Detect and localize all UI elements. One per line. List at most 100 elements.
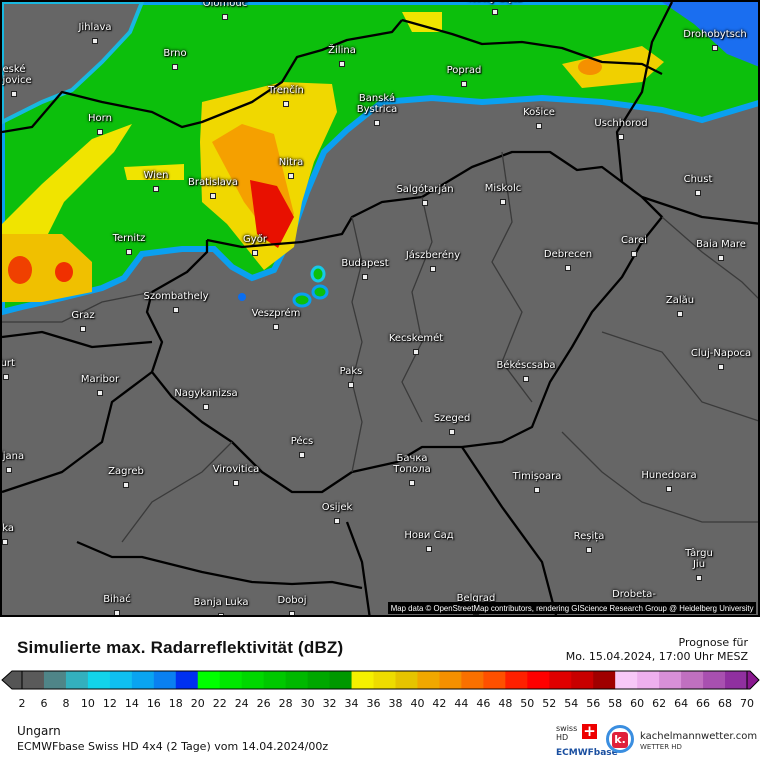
city-label: oljana: [0, 451, 25, 462]
city-label: eskéějovice: [2, 64, 32, 86]
border-slovakia-poland: [401, 18, 663, 76]
radar-map[interactable]: Olomouc Jihlava Brno Žilina Nowy Sącz eskéějo…: [0, 0, 760, 617]
city-square-icon: [233, 480, 239, 486]
city-label: furt: [0, 358, 15, 369]
legend-cell: [483, 671, 506, 689]
city-square-icon: [3, 374, 9, 380]
kachelmann-logo-icon: k.: [606, 725, 634, 753]
legend-cell: [175, 671, 199, 689]
legend-cell: [263, 671, 287, 689]
echo-red-core: [250, 180, 294, 248]
city-square-icon: [718, 364, 724, 370]
legend-cell: [395, 671, 418, 689]
city-label: Бачка Топола: [393, 453, 431, 475]
city-label: Veszprém: [251, 308, 301, 319]
legend-cell: [527, 671, 550, 689]
map-attribution[interactable]: Map data © OpenStreetMap contributors, r…: [387, 602, 756, 614]
city-label: Pécs: [290, 436, 314, 447]
echo-red-sw1: [8, 256, 32, 284]
city-label: Salgótarján: [396, 184, 454, 195]
city-label: Nitra: [278, 157, 304, 168]
echo-gray-topleft: [2, 2, 145, 125]
city-square-icon: [430, 266, 436, 272]
legend-frame: [21, 670, 748, 690]
city-label: eka: [2, 523, 14, 534]
legend-tick-label: 6: [40, 697, 48, 710]
swiss-hd-logo: swiss HD + ECMWFbase: [556, 722, 618, 760]
echo-red-sw2: [55, 262, 73, 282]
city-label: Nowy Sącz: [468, 2, 522, 4]
city-square-icon: [283, 101, 289, 107]
legend-tick-label: 60: [630, 697, 645, 710]
legend-cell: [351, 671, 375, 689]
city-square-icon: [492, 9, 498, 15]
legend-tick-label: 18: [168, 697, 183, 710]
city-label: Žilina: [328, 45, 356, 56]
border-romania-ukraine: [641, 195, 758, 225]
legend-cell: [417, 671, 440, 689]
legend-tick-label: 42: [432, 697, 447, 710]
border-ukraine-slovakia: [615, 2, 674, 183]
border-croatia-bosnia: [76, 540, 363, 590]
legend-tick-label: 38: [388, 697, 403, 710]
legend-tick-label: 34: [344, 697, 359, 710]
city-square-icon: [97, 390, 103, 396]
legend-cell: [43, 671, 67, 689]
legend-tick-label: 46: [476, 697, 491, 710]
legend-tick-label: 2: [18, 697, 26, 710]
echo-blue-topright: [662, 2, 758, 67]
city-square-icon: [6, 467, 12, 473]
city-square-icon: [2, 539, 8, 545]
brand-name[interactable]: kachelmannwetter.com: [640, 731, 758, 742]
city-square-icon: [126, 249, 132, 255]
city-label: Doboj: [277, 595, 307, 606]
city-label: Nagykanizsa: [174, 388, 238, 399]
legend-cell: [461, 671, 484, 689]
city-label: Timișoara: [512, 471, 562, 482]
city-label: Zagreb: [108, 466, 144, 477]
legend-tick-label: 20: [190, 697, 205, 710]
city-square-icon: [218, 613, 224, 615]
city-label: Brno: [163, 48, 187, 59]
city-square-icon: [523, 376, 529, 382]
city-square-icon: [536, 123, 542, 129]
echo-cell-1: [292, 292, 312, 308]
city-label: Košice: [523, 107, 555, 118]
city-square-icon: [153, 186, 159, 192]
city-label: Reșița: [573, 531, 605, 542]
city-square-icon: [413, 349, 419, 355]
chart-title: Simulierte max. Radarreflektivität (dBZ): [17, 638, 344, 657]
legend-cell: [131, 671, 155, 689]
legend-cell: [703, 671, 726, 689]
echo-cell-4: [238, 293, 246, 301]
legend-high-arrow: [746, 670, 760, 690]
legend-cell: [307, 671, 331, 689]
legend-cell: [549, 671, 572, 689]
legend-tick-label: 32: [322, 697, 337, 710]
city-label: Banja Luka: [193, 597, 249, 608]
city-label: Poprad: [446, 65, 482, 76]
legend-cell: [153, 671, 177, 689]
city-label: Szombathely: [143, 291, 209, 302]
swiss-flag-icon: +: [582, 722, 597, 740]
legend-cell: [593, 671, 616, 689]
legend-tick-label: 36: [366, 697, 381, 710]
region-name: Ungarn: [17, 724, 61, 738]
city-square-icon: [273, 324, 279, 330]
legend-low-arrow: [1, 670, 23, 690]
legend-tick-label: 70: [740, 697, 754, 710]
city-square-icon: [210, 193, 216, 199]
city-square-icon: [222, 14, 228, 20]
city-label: Hunedoara: [641, 470, 697, 481]
echo-yellow-wien: [124, 164, 184, 180]
legend-tick-label: 30: [300, 697, 315, 710]
city-label: Нови Сад: [404, 530, 454, 541]
border-austria-czech: [2, 19, 403, 134]
city-square-icon: [449, 429, 455, 435]
city-square-icon: [334, 518, 340, 524]
echo-yellow-n: [402, 12, 442, 32]
legend-cell: [659, 671, 682, 689]
city-square-icon: [114, 610, 120, 615]
legend-tick-label: 22: [212, 697, 227, 710]
city-square-icon: [666, 486, 672, 492]
